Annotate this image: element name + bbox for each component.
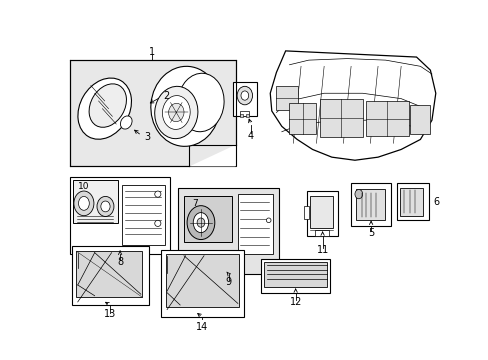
Ellipse shape xyxy=(266,218,270,222)
Bar xyxy=(306,191,337,236)
Bar xyxy=(400,188,423,216)
Bar xyxy=(161,249,244,317)
Ellipse shape xyxy=(354,189,362,199)
Bar xyxy=(122,185,164,245)
Ellipse shape xyxy=(74,191,94,216)
Polygon shape xyxy=(270,51,435,160)
Text: 9: 9 xyxy=(225,277,231,287)
Ellipse shape xyxy=(154,86,198,139)
Bar xyxy=(165,254,238,306)
Bar xyxy=(396,183,428,220)
Bar xyxy=(261,259,329,293)
Text: 12: 12 xyxy=(289,297,301,307)
Bar xyxy=(183,195,231,242)
Bar xyxy=(276,86,297,110)
Text: 4: 4 xyxy=(247,131,254,141)
Ellipse shape xyxy=(241,91,248,100)
Ellipse shape xyxy=(78,78,131,139)
Bar xyxy=(304,206,308,219)
Ellipse shape xyxy=(79,197,89,210)
Text: 2: 2 xyxy=(163,91,169,100)
Bar xyxy=(320,99,362,137)
Ellipse shape xyxy=(178,73,224,132)
Bar xyxy=(70,60,235,166)
Ellipse shape xyxy=(187,206,214,239)
Bar xyxy=(264,262,326,287)
Ellipse shape xyxy=(97,197,114,216)
Bar xyxy=(240,111,249,116)
Text: 8: 8 xyxy=(117,257,123,267)
Bar xyxy=(232,82,257,116)
Ellipse shape xyxy=(154,191,161,197)
Text: 6: 6 xyxy=(432,197,439,207)
Bar xyxy=(76,251,142,297)
Ellipse shape xyxy=(168,103,183,122)
Bar xyxy=(366,101,408,136)
Bar xyxy=(310,195,333,228)
Text: 14: 14 xyxy=(196,321,208,332)
Bar xyxy=(289,103,316,134)
Bar xyxy=(71,247,148,305)
Text: 3: 3 xyxy=(143,132,150,142)
Bar xyxy=(73,180,118,222)
Text: 5: 5 xyxy=(367,228,373,238)
Bar xyxy=(409,105,429,134)
Ellipse shape xyxy=(120,116,132,129)
Ellipse shape xyxy=(89,84,126,127)
Text: 7: 7 xyxy=(191,199,197,208)
Text: 1: 1 xyxy=(149,48,155,58)
Bar xyxy=(314,230,328,236)
Bar xyxy=(350,183,390,226)
Ellipse shape xyxy=(101,201,110,212)
Text: 10: 10 xyxy=(78,182,89,191)
Ellipse shape xyxy=(197,218,204,227)
Polygon shape xyxy=(189,145,235,166)
Ellipse shape xyxy=(193,213,208,233)
Ellipse shape xyxy=(154,220,161,226)
Text: 13: 13 xyxy=(104,309,116,319)
Bar xyxy=(70,177,170,254)
Ellipse shape xyxy=(162,96,190,129)
Bar xyxy=(238,194,273,254)
Text: 11: 11 xyxy=(316,244,328,255)
Bar xyxy=(178,188,279,274)
Bar xyxy=(355,189,384,220)
Bar xyxy=(240,114,243,117)
Ellipse shape xyxy=(237,86,252,105)
Ellipse shape xyxy=(150,66,220,147)
Bar xyxy=(246,114,249,117)
